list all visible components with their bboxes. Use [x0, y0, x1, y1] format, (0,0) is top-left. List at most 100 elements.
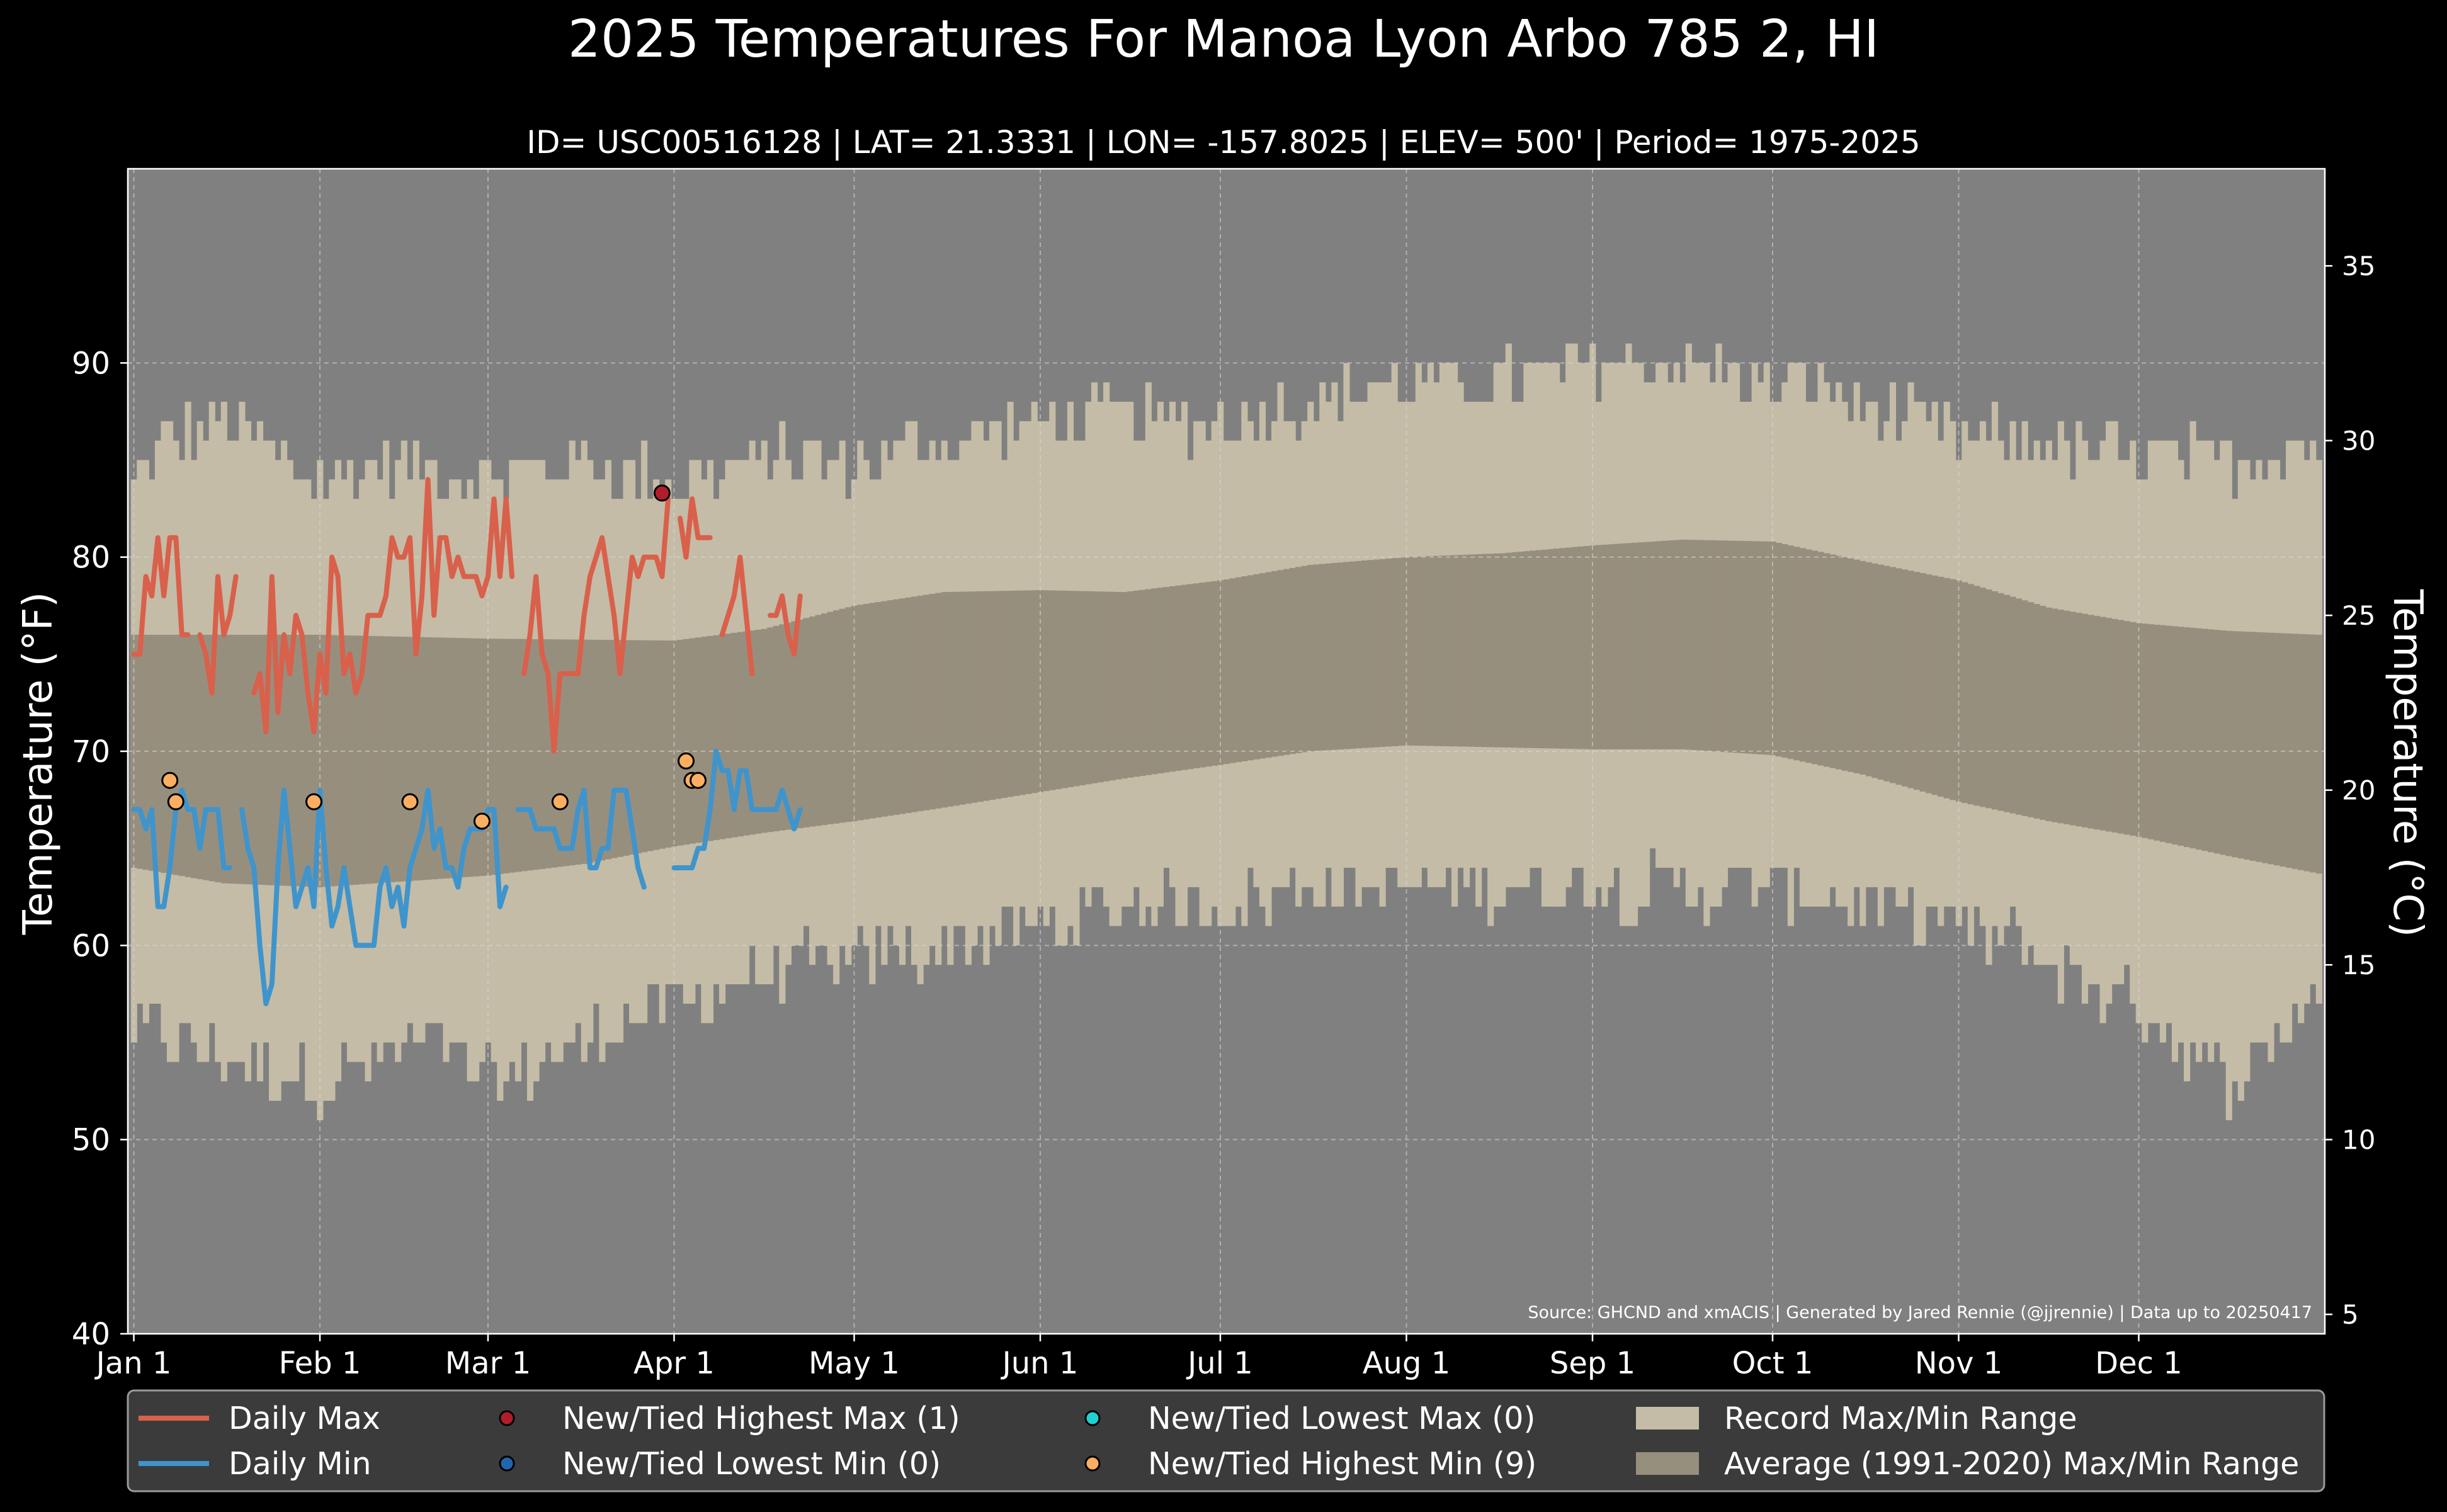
- normal-range-bar: [1781, 544, 1788, 758]
- normal-range-bar: [2237, 631, 2244, 859]
- normal-range-bar: [1661, 540, 1668, 749]
- normal-range-bar: [1547, 549, 1554, 749]
- normal-range-bar: [1121, 592, 1128, 779]
- normal-range-bar: [1307, 565, 1314, 751]
- normal-range-bar: [1721, 540, 1729, 753]
- normal-range-bar: [1511, 552, 1518, 748]
- normal-range-bar: [1061, 590, 1068, 788]
- chart-title: 2025 Temperatures For Manoa Lyon Arbo 78…: [568, 9, 1879, 69]
- normal-range-bar: [743, 631, 750, 836]
- normal-range-bar: [2111, 618, 2118, 833]
- y2-tick-label: 15: [2342, 950, 2375, 981]
- normal-range-bar: [731, 632, 738, 838]
- x-tick-label: Sep 1: [1550, 1346, 1635, 1381]
- normal-range-bar: [1619, 543, 1627, 749]
- normal-range-bar: [1967, 584, 1974, 805]
- normal-range-bar: [1734, 540, 1740, 753]
- normal-range-bar: [869, 603, 876, 819]
- normal-range-bar: [713, 635, 720, 841]
- normal-range-bar: [1613, 543, 1620, 749]
- normal-range-bar: [1926, 574, 1933, 793]
- normal-range-bar: [2166, 625, 2172, 843]
- y-tick-label: 60: [72, 928, 110, 963]
- normal-range-bar: [1655, 541, 1662, 749]
- daily-max-line-segment: [197, 574, 239, 696]
- normal-range-bar: [2118, 620, 2125, 834]
- normal-range-bar: [1385, 558, 1392, 747]
- normal-range-bar: [526, 639, 534, 871]
- normal-range-bar: [215, 635, 222, 883]
- normal-range-bar: [1199, 583, 1206, 768]
- normal-range-bar: [1914, 572, 1921, 790]
- normal-range-bar: [341, 635, 348, 886]
- normal-range-bar: [436, 637, 444, 879]
- normal-range-bar: [1559, 548, 1566, 749]
- normal-range-bar: [1943, 577, 1950, 799]
- normal-range-bar: [2201, 628, 2208, 851]
- normal-range-bar: [1709, 540, 1717, 751]
- normal-range-bar: [371, 635, 378, 884]
- legend-item: Record Max/Min Range: [1636, 1401, 2077, 1436]
- normal-range-bar: [1313, 564, 1320, 751]
- normal-range-bar: [1067, 591, 1074, 788]
- legend-marker-swatch: [499, 1455, 515, 1472]
- normal-range-bar: [1091, 591, 1098, 783]
- normal-range-bar: [2220, 630, 2227, 855]
- normal-range-bar: [533, 639, 540, 870]
- normal-range-bar: [707, 635, 714, 841]
- normal-range-bar: [977, 591, 984, 802]
- normal-range-bar: [575, 639, 582, 865]
- legend-item: New/Tied Lowest Max (0): [1084, 1401, 1536, 1436]
- normal-range-bar: [2033, 604, 2040, 819]
- normal-range-bar: [2256, 632, 2262, 862]
- normal-range-bar: [256, 635, 264, 885]
- normal-range-bar: [683, 639, 690, 845]
- normal-range-bar: [1836, 555, 1842, 770]
- normal-range-bar: [581, 639, 588, 864]
- legend-label: Record Max/Min Range: [1724, 1401, 2077, 1436]
- normal-range-bar: [2268, 632, 2274, 865]
- normal-range-bar: [227, 635, 234, 884]
- normal-range-bar: [1379, 559, 1386, 747]
- normal-range-bar: [1139, 589, 1146, 776]
- normal-range-bar: [2177, 627, 2184, 846]
- normal-range-bar: [833, 610, 840, 824]
- normal-range-bar: [1793, 547, 1800, 761]
- normal-range-bar: [2040, 605, 2047, 820]
- normal-range-bar: [1637, 542, 1644, 749]
- normal-range-bar: [1205, 581, 1212, 767]
- normal-range-bar: [2280, 633, 2286, 867]
- normal-range-bar: [509, 639, 516, 873]
- normal-range-bar: [196, 635, 203, 880]
- normal-range-bar: [845, 607, 852, 822]
- normal-range-bar: [641, 640, 648, 853]
- normal-range-bar: [322, 635, 329, 887]
- normal-range-bar: [1043, 590, 1050, 792]
- x-tick-label: Feb 1: [279, 1346, 361, 1381]
- normal-range-bar: [1427, 556, 1434, 746]
- normal-range-bar: [2087, 615, 2094, 829]
- normal-range-bar: [400, 637, 407, 882]
- normal-range-bar: [1829, 554, 1836, 768]
- normal-range-bar: [1787, 545, 1794, 759]
- normal-range-bar: [1673, 540, 1680, 749]
- normal-range-bar: [1109, 591, 1116, 781]
- new-highest-min-marker: [167, 793, 185, 810]
- normal-range-bar: [767, 627, 774, 833]
- normal-range-bar: [287, 635, 293, 886]
- normal-range-bar: [1883, 566, 1890, 782]
- normal-range-bar: [191, 635, 198, 878]
- normal-range-bar: [2286, 633, 2293, 868]
- normal-range-bar: [1979, 588, 1986, 807]
- normal-range-bar: [1175, 585, 1182, 771]
- normal-range-bar: [893, 599, 900, 815]
- x-tick-label: Oct 1: [1732, 1346, 1814, 1381]
- normal-range-bar: [395, 636, 402, 882]
- normal-range-bar: [166, 635, 174, 874]
- normal-range-bar: [1746, 541, 1752, 754]
- normal-range-bar: [2142, 623, 2149, 838]
- normal-range-bar: [1319, 564, 1326, 751]
- normal-range-bar: [353, 635, 360, 885]
- normal-range-bar: [2159, 625, 2166, 842]
- normal-range-bar: [635, 640, 642, 854]
